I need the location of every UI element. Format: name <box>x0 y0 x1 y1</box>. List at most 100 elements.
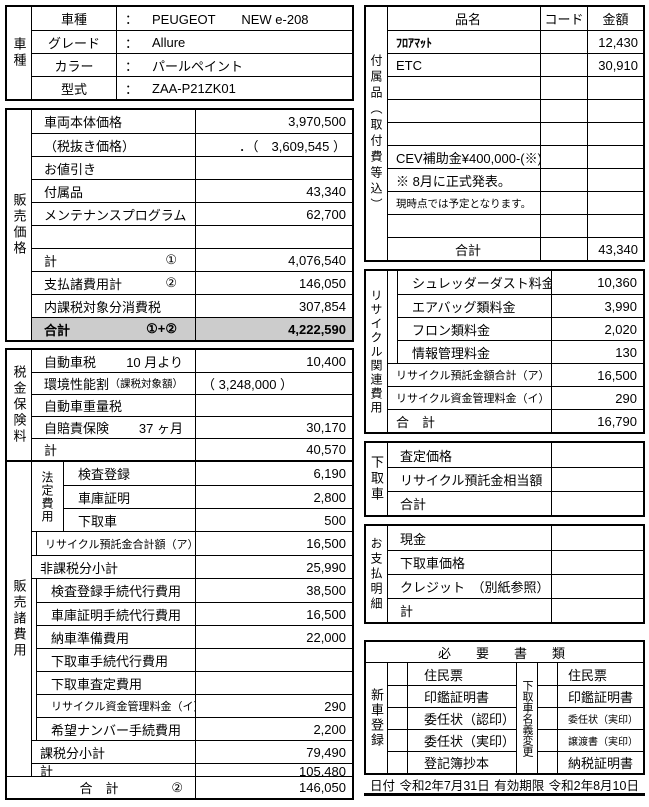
row-value: 4,222,590 <box>195 318 352 340</box>
sales-expenses-section-label: 販売諸費用 <box>7 462 32 776</box>
doc-name: 委任状（実印） <box>424 734 516 749</box>
item-code <box>540 54 587 76</box>
sales-expenses-rows: 法定費用 検査登録 6,190 車庫証明 2,800 下取車 500 リサイクル預託金… <box>32 462 352 776</box>
row-label: 車両本体価格 <box>44 115 123 130</box>
row-label: リサイクル預託金合計額（ア） <box>45 538 195 551</box>
recycle-total-row: 合 計 16,790 <box>388 409 643 432</box>
recycle-fund-fee-row: リサイクル資金管理料金（イ） 290 <box>388 386 643 409</box>
doc-name: 印鑑証明書 <box>424 690 490 705</box>
circle-mark: ① <box>165 252 177 267</box>
circle-mark: ①+② <box>146 321 177 336</box>
table-row: 計 40,570 <box>32 438 352 460</box>
item-name <box>388 123 540 145</box>
tradein-name-change-label: 下取車名義変更 <box>516 663 538 773</box>
checkbox-cell <box>388 708 408 729</box>
date-validity-row: 日付 令和2年7月31日 有効期限 令和2年8月10日 <box>364 775 645 796</box>
table-row: 現時点では予定となります。 <box>388 191 643 214</box>
row-value: 16,790 <box>551 410 643 432</box>
row-value: 16,500 <box>195 603 352 625</box>
row-label: 下取車 <box>78 513 118 529</box>
tax-insurance-section-label: 税金保険料 <box>7 350 32 460</box>
row-label: （税抜き価格） <box>44 138 136 154</box>
colon: ： <box>125 81 139 97</box>
table-row: フロン類料金 2,020 <box>398 317 643 340</box>
row-label: 現金 <box>400 531 427 547</box>
table-row: 査定価格 <box>388 443 643 467</box>
doc-name: 住民票 <box>568 667 608 683</box>
row-value: 43,340 <box>587 238 643 260</box>
expenses-total-row: 合 計 ② 146,050 <box>7 776 352 798</box>
colon: ： <box>125 12 139 27</box>
row-label: 計 <box>400 604 414 619</box>
row-label: 車庫証明 <box>78 490 131 506</box>
row-value: 40,570 <box>195 439 352 460</box>
row-label: リサイクル預託金相当額 <box>400 473 543 488</box>
item-name <box>388 100 540 122</box>
doc-name: 登記簿抄本 <box>424 756 490 771</box>
doc-name: 納税証明書 <box>568 756 634 771</box>
row-value: 16,500 <box>195 532 352 555</box>
circle-mark: ② <box>171 779 183 795</box>
table-row: 計 <box>388 598 643 622</box>
field-value: ： パールペイント <box>117 54 352 76</box>
table-row: 車庫証明手続代行費用 16,500 <box>37 602 352 625</box>
row-value: 307,854 <box>195 295 352 317</box>
table-row: ETC 30,910 <box>388 53 643 76</box>
item-code <box>540 100 587 122</box>
table-row: 下取車 500 <box>64 508 352 531</box>
row-value: 3,990 <box>551 295 643 317</box>
row-label: リサイクル資金管理料金（イ） <box>51 701 195 713</box>
row-label: 査定価格 <box>400 448 453 464</box>
tradein-section: 下取車 査定価格 リサイクル預託金相当額 合計 <box>364 441 645 517</box>
table-row: 環境性能割 （課税対象額） （ 3,248,000 ） <box>32 372 352 394</box>
field-name: 型式 <box>32 77 117 99</box>
row-value: 290 <box>195 695 352 717</box>
legal-fees-group: 法定費用 検査登録 6,190 車庫証明 2,800 下取車 500 <box>32 462 352 531</box>
row-value: ．（ 3,609,545 ） <box>195 134 352 156</box>
vehicle-section: 車種 車種： PEUGEOT NEW e-208 グレード： Allure カラー：… <box>5 5 354 101</box>
doc-name: 委任状（実印） <box>568 715 638 726</box>
tax-insurance-rows: 自動車税 10 月より 10,400 環境性能割 （課税対象額） （ 3,248,000… <box>32 350 352 460</box>
row-value <box>551 551 643 574</box>
table-row: 車種 ： PEUGEOT NEW e-208 <box>32 7 352 30</box>
payment-rows: 現金 下取車価格 クレジット （別紙参照） 計 <box>388 526 643 622</box>
table-row: 希望ナンバー手続費用 2,200 <box>37 717 352 740</box>
sales-price-rows: 車両本体価格 3,970,500 （税抜き価格） ．（ 3,609,545 ） お値… <box>32 110 352 340</box>
table-row <box>388 99 643 122</box>
row-label: 自動車重量税 <box>44 399 123 414</box>
checkbox-cell <box>538 752 558 773</box>
col-header-amount: 金額 <box>587 7 643 30</box>
table-row: 自動車重量税 <box>32 394 352 416</box>
row-value <box>195 157 352 179</box>
field-value: ： ZAA-P21ZK01 <box>117 77 352 99</box>
indent-cell <box>388 271 398 363</box>
doc-row: 印鑑証明書 <box>388 685 516 707</box>
row-label: 合計 <box>400 497 427 512</box>
sales-price-section: 販売価格 車両本体価格 3,970,500 （税抜き価格） ．（ 3,609,545… <box>5 108 354 342</box>
item-name: ※ 8月に正式発表。 <box>396 173 511 189</box>
row-value: 3,970,500 <box>195 110 352 133</box>
table-row: 検査登録 6,190 <box>64 462 352 485</box>
row-value: 146,050 <box>195 272 352 294</box>
row-label: 計 <box>44 253 58 269</box>
item-amount <box>587 77 643 99</box>
sales-price-section-label: 販売価格 <box>7 110 32 340</box>
item-amount <box>587 215 643 237</box>
row-label: 環境性能割 <box>44 377 110 392</box>
item-code <box>540 123 587 145</box>
table-row: 付属品 43,340 <box>32 179 352 202</box>
row-value: 25,990 <box>195 556 352 578</box>
row-label: 合 計 <box>396 414 436 430</box>
table-row: 納車準備費用 22,000 <box>37 625 352 648</box>
row-value <box>195 649 352 671</box>
table-row: カラー ： パールペイント <box>32 53 352 76</box>
row-value: 6,190 <box>195 462 352 485</box>
left-column: 車種 車種： PEUGEOT NEW e-208 グレード： Allure カラー：… <box>5 5 354 807</box>
item-name: 現時点では予定となります。 <box>396 197 532 210</box>
doc-name: 委任状（認印） <box>424 712 516 727</box>
doc-name: 住民票 <box>424 667 464 683</box>
recycle-section: リサイクル関連費用 シュレッダーダスト料金 10,360 エアバッグ類料金 3,99… <box>364 269 645 434</box>
row-label: 付属品 <box>44 184 84 200</box>
value-text: Allure <box>152 34 186 50</box>
tradein-section-label: 下取車 <box>366 443 388 515</box>
